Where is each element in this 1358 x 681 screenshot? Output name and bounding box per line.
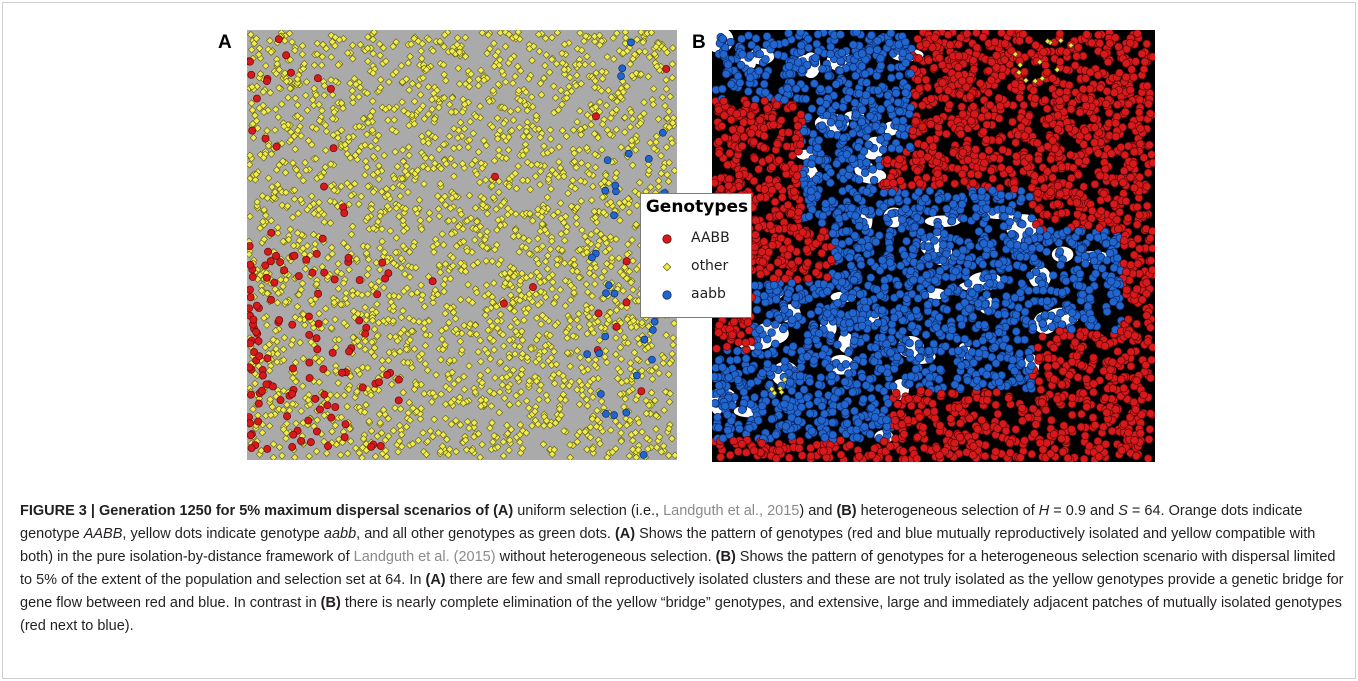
legend-item-other: other [641,256,753,278]
panel-a-label: A [218,32,232,53]
caption-ref: (A) [614,526,636,542]
caption-text: Shows the pattern of genotypes for a het… [20,549,1336,588]
panel-b-scatter [712,30,1155,462]
caption-math: H [1038,503,1050,519]
citation-link[interactable]: Landguth et al. (2015) [353,549,496,565]
caption-text: = 0.9 and [1049,503,1119,519]
caption-text: there is nearly complete elimination of … [20,595,1342,634]
legend-title: Genotypes [645,197,749,217]
legend-label: AABB [691,230,730,246]
panel-a-scatter [247,30,677,460]
caption-text: uniform selection (i.e., [513,503,664,519]
figure-caption: FIGURE 3 | Generation 1250 for 5% maximu… [20,500,1350,638]
caption-ref: (B) [320,595,341,611]
caption-text: ) and [799,503,837,519]
caption-text: without heterogeneous selection. [495,549,716,565]
caption-text: Shows the pattern of genotypes (red and … [20,526,1316,565]
yellow-diamond-icon [662,262,672,272]
caption-text: , and all other genotypes as green dots. [356,526,615,542]
legend: Genotypes AABB other aabb [640,193,752,318]
caption-text: there are few and small reproductively i… [20,572,1344,611]
red-dot-icon [662,234,672,244]
legend-label: other [691,258,729,274]
caption-text: heterogeneous selection of [856,503,1039,519]
legend-label: aabb [691,286,726,302]
caption-ref: (A) [493,503,514,519]
blue-dot-icon [662,290,672,300]
legend-item-aabb-upper: AABB [641,228,753,250]
caption-ref: (B) [836,503,857,519]
panel-b-label: B [692,32,706,53]
caption-ref: (B) [715,549,736,565]
citation-link[interactable]: Landguth et al., 2015 [663,503,800,519]
caption-text: = 64. Orange dots indicate genotype [20,503,1303,542]
caption-genotype: aabb [323,526,357,542]
caption-ref: (A) [425,572,446,588]
caption-figure-label: FIGURE 3 | Generation 1250 for 5% maximu… [20,503,490,519]
legend-item-aabb-lower: aabb [641,284,753,306]
caption-math: S [1118,503,1128,519]
caption-text: , yellow dots indicate genotype [122,526,324,542]
caption-genotype: AABB [83,526,123,542]
